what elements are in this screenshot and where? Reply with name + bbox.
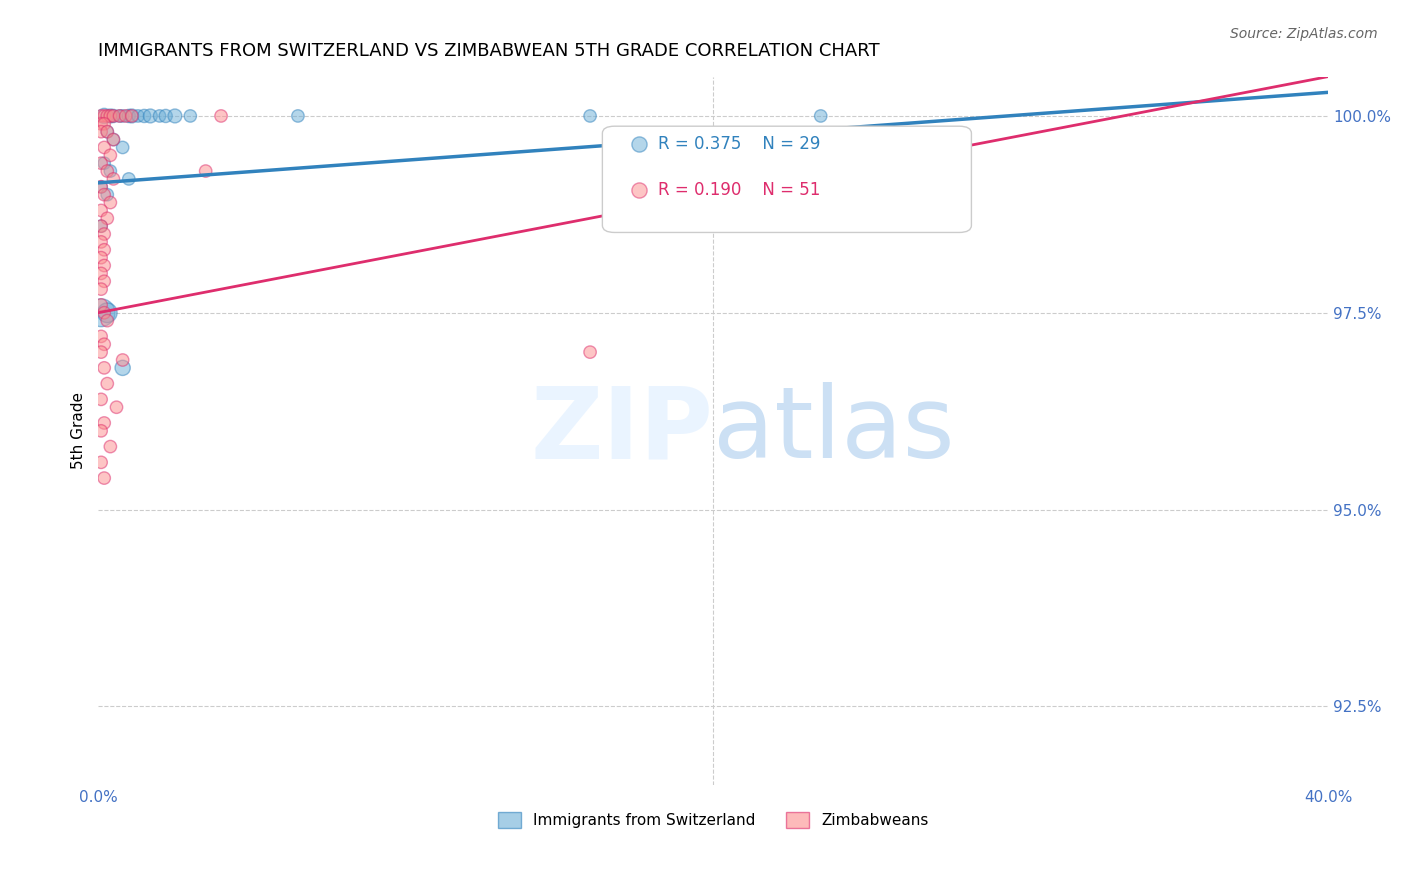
- Text: Source: ZipAtlas.com: Source: ZipAtlas.com: [1230, 27, 1378, 41]
- Text: IMMIGRANTS FROM SWITZERLAND VS ZIMBABWEAN 5TH GRADE CORRELATION CHART: IMMIGRANTS FROM SWITZERLAND VS ZIMBABWEA…: [98, 42, 880, 60]
- Point: [93, 140, 115, 154]
- Point: [96, 211, 118, 226]
- Point: [90, 251, 112, 265]
- Point: [90, 203, 112, 218]
- Point: [93, 471, 115, 485]
- Point: [93, 109, 115, 123]
- Point: [96, 187, 118, 202]
- Y-axis label: 5th Grade: 5th Grade: [72, 392, 86, 469]
- Point: [179, 109, 201, 123]
- Point: [96, 376, 118, 391]
- Point: [98, 109, 121, 123]
- Point: [148, 109, 170, 123]
- Text: R = 0.190    N = 51: R = 0.190 N = 51: [658, 181, 820, 199]
- Point: [90, 219, 112, 234]
- FancyBboxPatch shape: [602, 126, 972, 233]
- Point: [90, 329, 112, 343]
- Point: [90, 179, 112, 194]
- Point: [93, 227, 115, 241]
- Point: [93, 117, 115, 131]
- Point: [93, 243, 115, 257]
- Point: [108, 109, 131, 123]
- Point: [93, 306, 115, 320]
- Point: [121, 109, 143, 123]
- Point: [579, 345, 602, 359]
- Point: [90, 267, 112, 281]
- Text: atlas: atlas: [713, 383, 955, 479]
- Point: [90, 392, 112, 407]
- Point: [209, 109, 232, 123]
- Point: [98, 148, 121, 162]
- Point: [287, 109, 309, 123]
- Point: [134, 109, 156, 123]
- Point: [103, 109, 125, 123]
- Point: [93, 259, 115, 273]
- Point: [93, 416, 115, 430]
- Text: R = 0.375    N = 29: R = 0.375 N = 29: [658, 135, 820, 153]
- Point: [98, 164, 121, 178]
- Text: ZIP: ZIP: [530, 383, 713, 479]
- Point: [93, 337, 115, 351]
- Point: [118, 172, 141, 186]
- Point: [98, 109, 121, 123]
- Point: [127, 109, 149, 123]
- Point: [103, 172, 125, 186]
- Point: [118, 109, 141, 123]
- Point: [96, 306, 118, 320]
- Point: [96, 109, 118, 123]
- Point: [96, 125, 118, 139]
- Point: [90, 345, 112, 359]
- Point: [111, 353, 134, 368]
- Point: [93, 109, 115, 123]
- Point: [93, 156, 115, 170]
- Point: [90, 298, 112, 312]
- Point: [90, 179, 112, 194]
- Point: [90, 219, 112, 234]
- Point: [93, 360, 115, 375]
- Point: [121, 109, 143, 123]
- Point: [194, 164, 217, 178]
- Point: [90, 455, 112, 469]
- Point: [103, 132, 125, 146]
- Point: [810, 109, 832, 123]
- Point: [90, 117, 112, 131]
- Point: [98, 195, 121, 210]
- Point: [139, 109, 162, 123]
- Point: [111, 140, 134, 154]
- Point: [111, 360, 134, 375]
- Point: [90, 156, 112, 170]
- Point: [90, 235, 112, 249]
- Point: [93, 187, 115, 202]
- Point: [114, 109, 136, 123]
- Point: [579, 109, 602, 123]
- Point: [90, 125, 112, 139]
- Point: [163, 109, 186, 123]
- Point: [103, 132, 125, 146]
- Point: [96, 164, 118, 178]
- Point: [90, 306, 112, 320]
- Point: [96, 125, 118, 139]
- Point: [105, 401, 128, 415]
- Point: [96, 313, 118, 327]
- Point: [155, 109, 177, 123]
- Point: [108, 109, 131, 123]
- Point: [90, 424, 112, 438]
- Legend: Immigrants from Switzerland, Zimbabweans: Immigrants from Switzerland, Zimbabweans: [492, 806, 935, 834]
- Point: [98, 440, 121, 454]
- Point: [103, 109, 125, 123]
- Point: [93, 274, 115, 288]
- Point: [111, 109, 134, 123]
- Point: [90, 282, 112, 296]
- Point: [90, 109, 112, 123]
